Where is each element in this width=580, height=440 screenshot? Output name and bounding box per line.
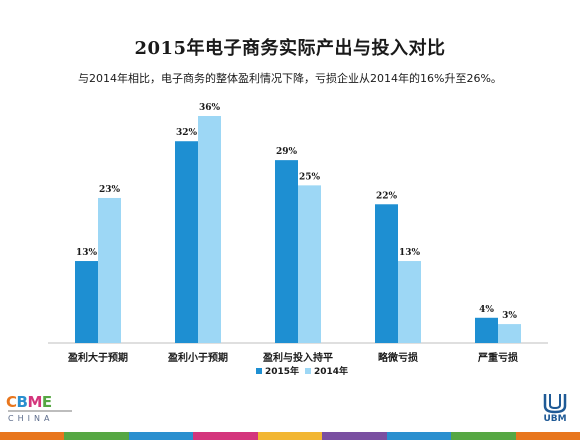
category-label: 盈利小于预期	[167, 351, 228, 364]
footer-color-strip	[0, 432, 580, 440]
data-label: 29%	[276, 147, 298, 157]
bar-series-a	[475, 317, 498, 343]
category-label: 盈利大于预期	[67, 351, 128, 364]
bar-series-a	[175, 141, 198, 343]
footer-strip-segment	[515, 432, 580, 440]
chart-title: 2015年电子商务实际产出与投入对比	[134, 38, 446, 59]
data-label: 25%	[299, 172, 321, 182]
data-label: 36%	[199, 103, 221, 113]
bar-series-a	[75, 261, 98, 343]
footer-strip-segment	[451, 432, 516, 440]
chart-subtitle: 与2014年相比，电子商务的整体盈利情况下降，亏损企业从2014年的16%升至2…	[78, 72, 502, 85]
bar-series-b	[398, 261, 421, 343]
cbme-logo-tagline	[8, 410, 72, 412]
ubm-logo-icon	[543, 394, 567, 414]
footer-strip-segment	[128, 432, 194, 440]
data-label: 22%	[376, 191, 398, 201]
footer-strip-segment	[257, 432, 323, 440]
category-label: 严重亏损	[477, 351, 518, 364]
footer-strip-segment	[64, 432, 129, 440]
legend-swatch	[305, 368, 311, 374]
data-label: 13%	[76, 248, 98, 258]
footer-strip-segment	[322, 432, 387, 440]
data-label: 23%	[99, 185, 121, 195]
bar-series-b	[198, 116, 221, 343]
data-label: 32%	[176, 128, 198, 138]
cbme-logo-wordmark: CBME	[6, 393, 52, 411]
footer-strip-segment	[386, 432, 452, 440]
legend-label: 2014年	[314, 365, 348, 377]
cbme-logo-china: CHINA	[8, 414, 54, 423]
cbme-logo: CBME CHINA	[6, 394, 76, 430]
data-label: 4%	[479, 305, 494, 315]
bar-series-a	[375, 204, 398, 343]
ubm-logo-text: UBM	[543, 414, 567, 424]
legend-swatch	[256, 368, 262, 374]
bar-series-a	[275, 160, 298, 343]
bar-series-b	[498, 324, 521, 343]
legend-label: 2015年	[265, 365, 299, 377]
data-label: 13%	[399, 248, 421, 258]
data-label: 3%	[502, 311, 517, 321]
category-label: 盈利与投入持平	[262, 351, 333, 364]
footer-strip-segment	[193, 432, 258, 440]
bar-series-b	[298, 185, 321, 343]
footer-strip-segment	[0, 432, 65, 440]
bar-series-b	[98, 197, 121, 343]
ubm-logo: UBM	[535, 392, 575, 432]
category-label: 略微亏损	[378, 351, 418, 364]
